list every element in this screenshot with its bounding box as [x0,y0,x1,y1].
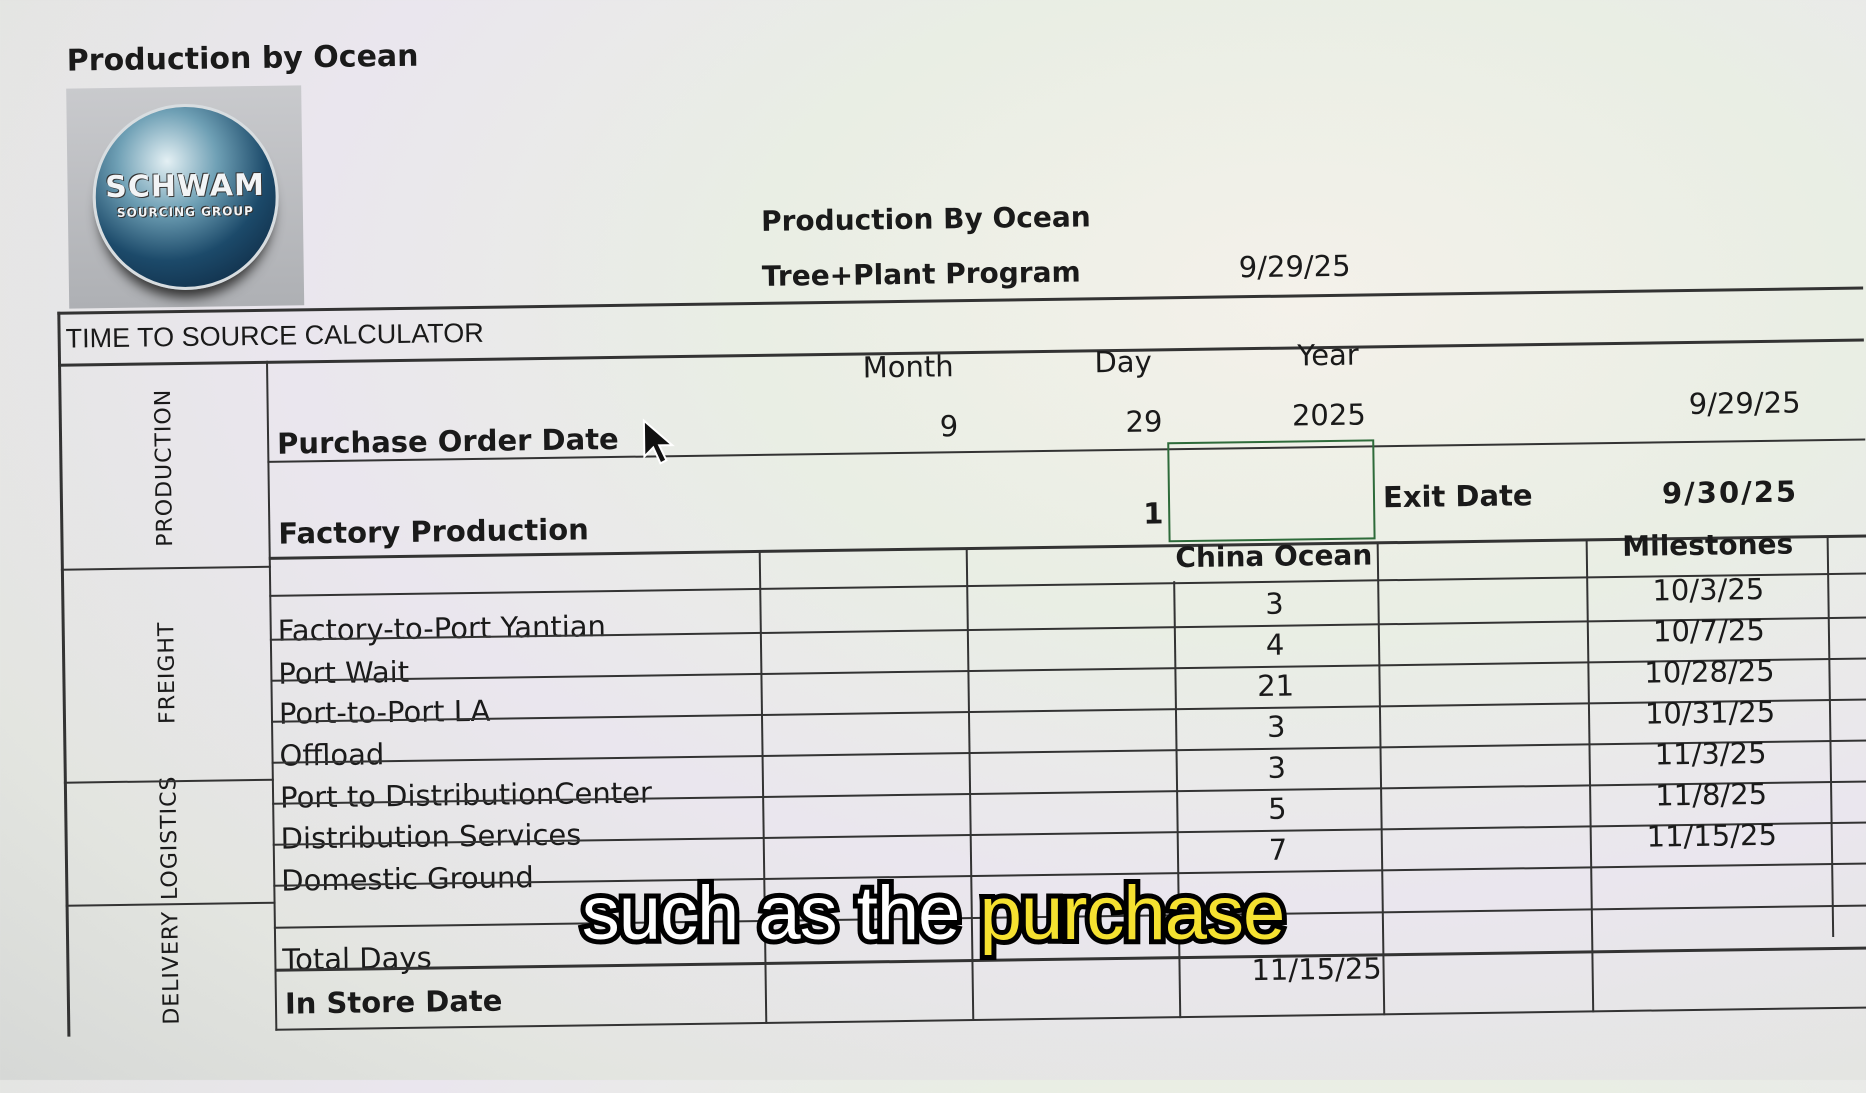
table-row: Port to DistributionCenter 3 11/3/25 [0,0,1859,815]
table-row: Domestic Ground 7 11/15/25 [0,0,1859,898]
calculator-title: TIME TO SOURCE CALCULATOR [65,317,484,354]
china-ocean-header: China Ocean [1175,538,1373,575]
row-days[interactable]: 7 [1268,832,1288,867]
row-milestone: 11/3/25 [1654,735,1767,772]
row-days[interactable]: 3 [1265,586,1284,621]
row-days[interactable]: 21 [1256,668,1295,704]
factory-label: Factory Production [278,512,590,551]
row-label: Port Wait [278,654,410,691]
mouse-cursor-icon [642,418,675,465]
program-name: Tree+Plant Program [761,255,1081,293]
row-label: Distribution Services [280,817,582,856]
po-date: 9/29/25 [1688,385,1801,421]
report-title: Production By Ocean [760,200,1091,238]
report-date: 9/29/25 [1238,248,1351,285]
row-milestone: 10/7/25 [1652,612,1766,649]
exit-date: 9/30/25 [1661,474,1799,511]
company-logo: SCHWAM SOURCING GROUP [66,85,305,309]
row-days[interactable]: 5 [1267,791,1287,826]
table-row: Offload 3 10/31/25 [0,0,1859,773]
month-header: Month [862,349,954,385]
globe-icon: SCHWAM SOURCING GROUP [90,102,280,292]
factory-days[interactable]: 1 [1142,496,1164,531]
row-milestone: 10/31/25 [1644,694,1776,731]
section-production: PRODUCTION [150,388,179,547]
table-row: Port Wait 4 10/7/25 [0,0,1859,691]
year-header: Year [1297,337,1359,373]
logo-text: SCHWAM [105,167,266,206]
po-month[interactable]: 9 [939,409,959,444]
po-year[interactable]: 2025 [1291,397,1366,433]
row-label: Offload [279,737,385,773]
caption-text: such as the [577,866,966,961]
table-row: Port-to-Port LA 21 10/28/25 [0,0,1859,731]
row-milestone: 10/28/25 [1644,653,1775,690]
in-store-label: In Store Date [284,983,503,1021]
milestones-header: Milestones [1622,527,1794,563]
row-milestone: 11/8/25 [1655,776,1768,813]
table-row: Factory-to-Port Yantian 3 10/3/25 [0,0,1859,648]
po-day[interactable]: 29 [1125,404,1163,439]
row-label: Port-to-Port LA [278,693,491,731]
row-days[interactable]: 3 [1266,709,1286,744]
exit-date-label: Exit Date [1382,478,1533,515]
row-milestone: 10/3/25 [1652,571,1765,608]
page-title: Production by Ocean [66,38,419,79]
po-date-label: Purchase Order Date [276,421,619,461]
selected-cell[interactable] [1167,439,1376,543]
caption-highlight: purchase [975,866,1291,961]
row-label: Factory-to-Port Yantian [277,609,607,648]
video-caption: such as the purchase [0,866,1866,961]
table-row: Distribution Services 5 11/8/25 [0,0,1859,856]
logo-subtext: SOURCING GROUP [116,203,254,220]
day-header: Day [1094,344,1152,380]
row-label: Port to DistributionCenter [279,775,653,815]
row-days[interactable]: 4 [1265,627,1285,662]
row-days[interactable]: 3 [1267,750,1287,785]
row-milestone: 11/15/25 [1646,817,1778,854]
